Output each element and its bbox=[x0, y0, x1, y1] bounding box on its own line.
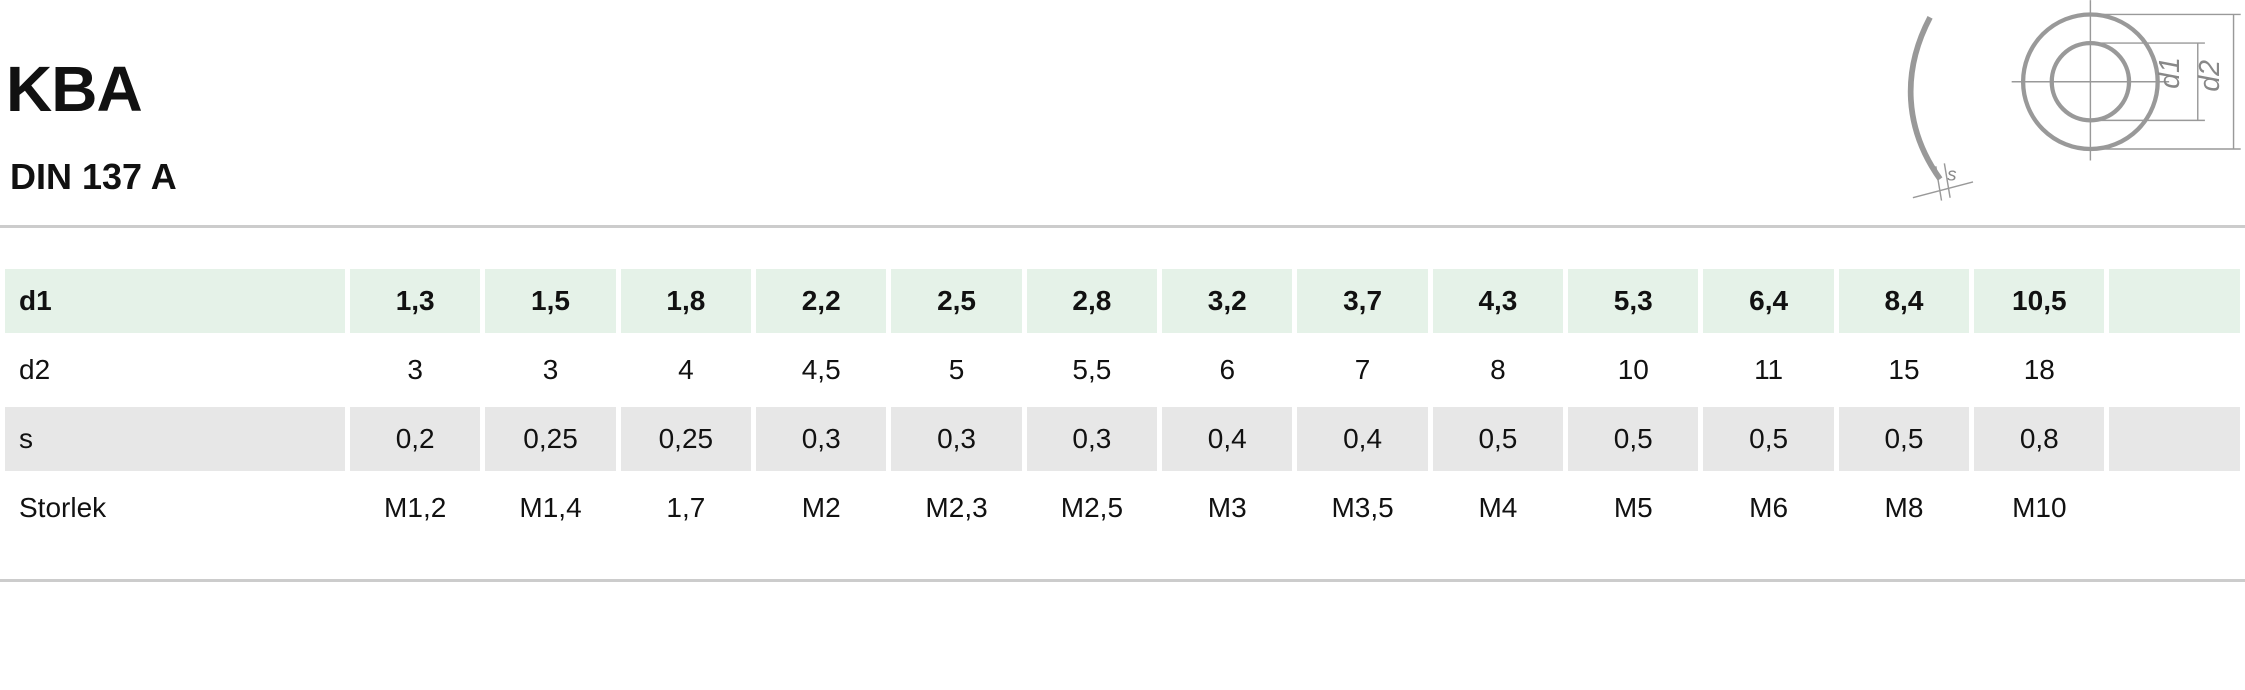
cell: 1,7 bbox=[666, 492, 706, 523]
divider bbox=[0, 225, 2245, 228]
cell: 7 bbox=[1354, 354, 1371, 385]
cell: 0,5 bbox=[1703, 407, 1834, 471]
cell: 0,5 bbox=[1568, 407, 1699, 471]
cell: 0,25 bbox=[485, 407, 616, 471]
cell: 0,25 bbox=[620, 407, 752, 471]
row-label: Storlek bbox=[19, 492, 107, 523]
empty-cell bbox=[2109, 407, 2240, 471]
cell: 2,5 bbox=[891, 269, 1022, 333]
spec-table: d1 1,3 1,5 1,8 2,2 2,5 2,8 3,2 3,7 4,3 5,3 6,4 8,4 10… bbox=[0, 264, 2245, 545]
cell: 15 bbox=[1888, 354, 1920, 385]
cell: 6,4 bbox=[1703, 269, 1834, 333]
cell: 3 bbox=[542, 354, 559, 385]
empty-cell bbox=[2109, 476, 2240, 540]
cell: M8 bbox=[1884, 492, 1924, 523]
cell: 2,2 bbox=[756, 269, 887, 333]
cell: 5 bbox=[948, 354, 965, 385]
diagram-label: d1 bbox=[2154, 57, 2186, 89]
cell: 0,8 bbox=[1974, 407, 2105, 471]
subtitle: DIN 137 A bbox=[10, 156, 177, 197]
cell: 3 bbox=[407, 354, 423, 385]
cell: 6 bbox=[1219, 354, 1236, 385]
table-row: d2 3 3 4 4,5 5 5,5 6 7 8 10 11 15 18 bbox=[5, 338, 2240, 402]
cell: M2,5 bbox=[1060, 492, 1124, 523]
cell: M3,5 bbox=[1331, 492, 1394, 523]
cell: 0,4 bbox=[1297, 407, 1428, 471]
cell: M5 bbox=[1613, 492, 1653, 523]
cell: M1,4 bbox=[519, 492, 582, 523]
diagram-label: s bbox=[1947, 164, 1956, 185]
cell: 0,3 bbox=[1026, 407, 1158, 471]
row-label: d2 bbox=[19, 354, 51, 385]
cell: 1,3 bbox=[350, 269, 481, 333]
cell: 0,5 bbox=[1838, 407, 1970, 471]
cell: 1,5 bbox=[485, 269, 616, 333]
cell: 3,2 bbox=[1162, 269, 1293, 333]
cell: M4 bbox=[1478, 492, 1518, 523]
cell: M2,3 bbox=[925, 492, 988, 523]
table-row: d1 1,3 1,5 1,8 2,2 2,5 2,8 3,2 3,7 4,3 5,3 6,4 8,4 10… bbox=[5, 269, 2240, 333]
cell: 3,7 bbox=[1297, 269, 1428, 333]
cell: 4,3 bbox=[1432, 269, 1564, 333]
cell: 0,3 bbox=[891, 407, 1022, 471]
cell: 5,5 bbox=[1072, 354, 1112, 385]
cell: M1,2 bbox=[384, 492, 447, 523]
cell: 4 bbox=[678, 354, 694, 385]
table-row: Storlek M1,2 M1,4 1,7 M2 M2,3 M2,5 M3 M3,5 M4 M5 M6… bbox=[5, 476, 2240, 540]
cell: M2 bbox=[801, 492, 841, 523]
cell: 8,4 bbox=[1838, 269, 1970, 333]
cell: 0,5 bbox=[1432, 407, 1564, 471]
diagram-label: d2 bbox=[2194, 60, 2226, 92]
cell: 18 bbox=[2023, 354, 2055, 385]
divider bbox=[0, 579, 2245, 582]
empty-cell bbox=[2109, 269, 2240, 333]
row-label: s bbox=[5, 407, 345, 471]
cell: 10 bbox=[1617, 354, 1649, 385]
cell: M10 bbox=[2012, 492, 2067, 523]
cell: M6 bbox=[1749, 492, 1789, 523]
cell: 4,5 bbox=[801, 354, 841, 385]
cell: 8 bbox=[1490, 354, 1506, 385]
cell: 2,8 bbox=[1026, 269, 1158, 333]
table-row: s 0,2 0,25 0,25 0,3 0,3 0,3 0,4 0,4 0,5 0,5 0,5 0,5 0… bbox=[5, 407, 2240, 471]
cell: 10,5 bbox=[1974, 269, 2105, 333]
cell: 11 bbox=[1754, 354, 1784, 385]
title: KBA bbox=[6, 53, 143, 125]
empty-cell bbox=[2109, 338, 2240, 402]
cell: M3 bbox=[1207, 492, 1247, 523]
cell: 5,3 bbox=[1568, 269, 1699, 333]
cell: 0,4 bbox=[1162, 407, 1293, 471]
cell: 1,8 bbox=[620, 269, 752, 333]
cell: 0,2 bbox=[350, 407, 481, 471]
cell: 0,3 bbox=[756, 407, 887, 471]
washer-diagram: d1 d2 s bbox=[1907, 0, 2241, 201]
row-label: d1 bbox=[5, 269, 345, 333]
